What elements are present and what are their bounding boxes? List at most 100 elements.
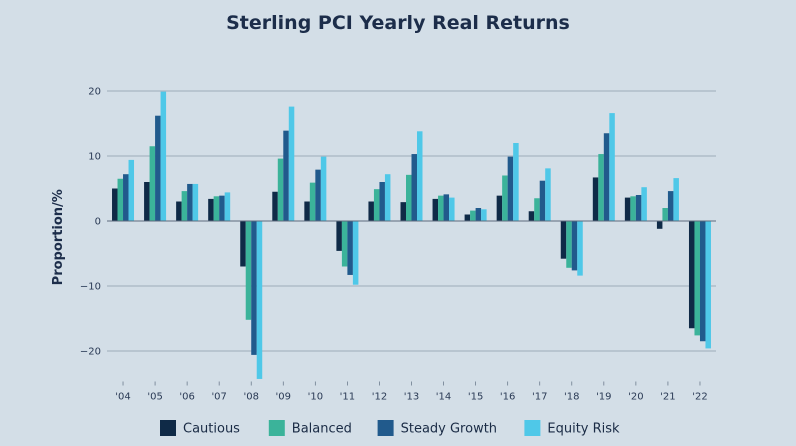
bar-equity-risk (481, 209, 487, 221)
bar-steady-growth (571, 221, 578, 271)
legend-swatch (160, 420, 176, 436)
bar-steady-growth (187, 183, 193, 221)
bar-cautious (688, 221, 695, 329)
x-tick-label: '12 (372, 392, 387, 403)
bar-steady-growth (635, 195, 642, 221)
bar-equity-risk (288, 106, 295, 221)
y-tick-label: −10 (80, 282, 101, 293)
bar-steady-growth (251, 221, 257, 355)
bar-balanced (181, 191, 188, 221)
bar-cautious (336, 221, 342, 251)
bar-equity-risk (641, 187, 647, 221)
x-tick-label: '17 (532, 392, 547, 403)
bar-balanced (149, 146, 156, 221)
bar-cautious (304, 201, 310, 221)
bar-balanced (534, 198, 540, 221)
x-tick-label: '04 (115, 392, 130, 403)
bar-balanced (309, 182, 316, 221)
x-tick-label: '16 (500, 392, 515, 403)
bar-cautious (624, 197, 631, 221)
bar-balanced (245, 221, 252, 320)
bar-balanced (213, 196, 220, 221)
bar-cautious (112, 188, 118, 221)
bar-steady-growth (219, 195, 225, 221)
x-tick-label: '20 (628, 392, 643, 403)
bar-equity-risk (256, 221, 263, 379)
bar-balanced (117, 178, 124, 221)
bar-equity-risk (609, 113, 615, 221)
bar-equity-risk (577, 221, 583, 276)
bar-steady-growth (379, 182, 385, 221)
y-tick-label: 0 (95, 217, 101, 228)
bar-cautious (496, 195, 503, 221)
bar-equity-risk (384, 174, 391, 221)
x-tick-label: '07 (211, 392, 226, 403)
bar-equity-risk (545, 168, 551, 221)
bar-steady-growth (699, 221, 706, 342)
x-tick-label: '11 (340, 392, 355, 403)
bar-cautious (272, 191, 278, 221)
x-tick-label: '10 (308, 392, 323, 403)
bar-equity-risk (192, 183, 199, 221)
x-tick-label: '18 (564, 392, 579, 403)
y-tick-label: 10 (88, 152, 101, 163)
bar-steady-growth (603, 133, 610, 221)
legend-label: Cautious (183, 422, 240, 437)
bar-steady-growth (443, 194, 450, 221)
bar-balanced (373, 189, 380, 221)
bar-equity-risk (224, 192, 231, 221)
bar-balanced (502, 175, 508, 221)
legend-label: Steady Growth (401, 422, 497, 437)
bar-balanced (277, 158, 284, 221)
bar-steady-growth (411, 154, 417, 221)
bar-steady-growth (347, 221, 353, 275)
y-axis-title: Proportion/% (51, 189, 66, 285)
x-tick-label: '08 (243, 392, 258, 403)
bar-balanced (630, 196, 636, 221)
legend-label: Equity Risk (547, 422, 620, 437)
bar-balanced (662, 208, 668, 221)
bar-equity-risk (417, 131, 423, 221)
bar-steady-growth (315, 169, 321, 221)
bar-steady-growth (475, 208, 482, 221)
x-tick-label: '13 (404, 392, 419, 403)
bar-cautious (144, 182, 150, 221)
bar-equity-risk (320, 156, 327, 221)
bar-cautious (240, 221, 246, 267)
x-tick-label: '19 (596, 392, 611, 403)
chart-title: Sterling PCI Yearly Real Returns (226, 12, 570, 34)
y-tick-label: 20 (88, 87, 101, 98)
x-tick-label: '22 (692, 392, 707, 403)
bar-cautious (560, 221, 567, 259)
bar-balanced (438, 195, 444, 221)
x-tick-label: '06 (179, 392, 194, 403)
x-tick-label: '21 (660, 392, 675, 403)
bar-cautious (592, 177, 599, 221)
bar-cautious (528, 211, 535, 221)
bar-steady-growth (507, 156, 514, 221)
x-tick-label: '15 (468, 392, 483, 403)
bar-cautious (432, 198, 439, 221)
bar-equity-risk (160, 91, 167, 222)
bar-balanced (470, 210, 476, 221)
legend-label: Balanced (292, 422, 352, 437)
bar-cautious (656, 221, 663, 229)
bar-steady-growth (667, 191, 674, 221)
bar-equity-risk (128, 159, 135, 221)
bar-cautious (464, 214, 471, 221)
bar-equity-risk (673, 178, 679, 221)
y-tick-label: −20 (80, 347, 101, 358)
x-tick-label: '14 (436, 392, 451, 403)
legend-swatch (524, 420, 541, 436)
bar-steady-growth (539, 180, 546, 221)
bar-balanced (566, 221, 572, 268)
bar-balanced (694, 221, 700, 336)
bar-equity-risk (449, 197, 455, 221)
bar-balanced (598, 154, 604, 221)
x-tick-label: '09 (276, 392, 291, 403)
bar-cautious (208, 198, 214, 221)
bar-steady-growth (123, 174, 129, 221)
bar-cautious (400, 202, 406, 221)
